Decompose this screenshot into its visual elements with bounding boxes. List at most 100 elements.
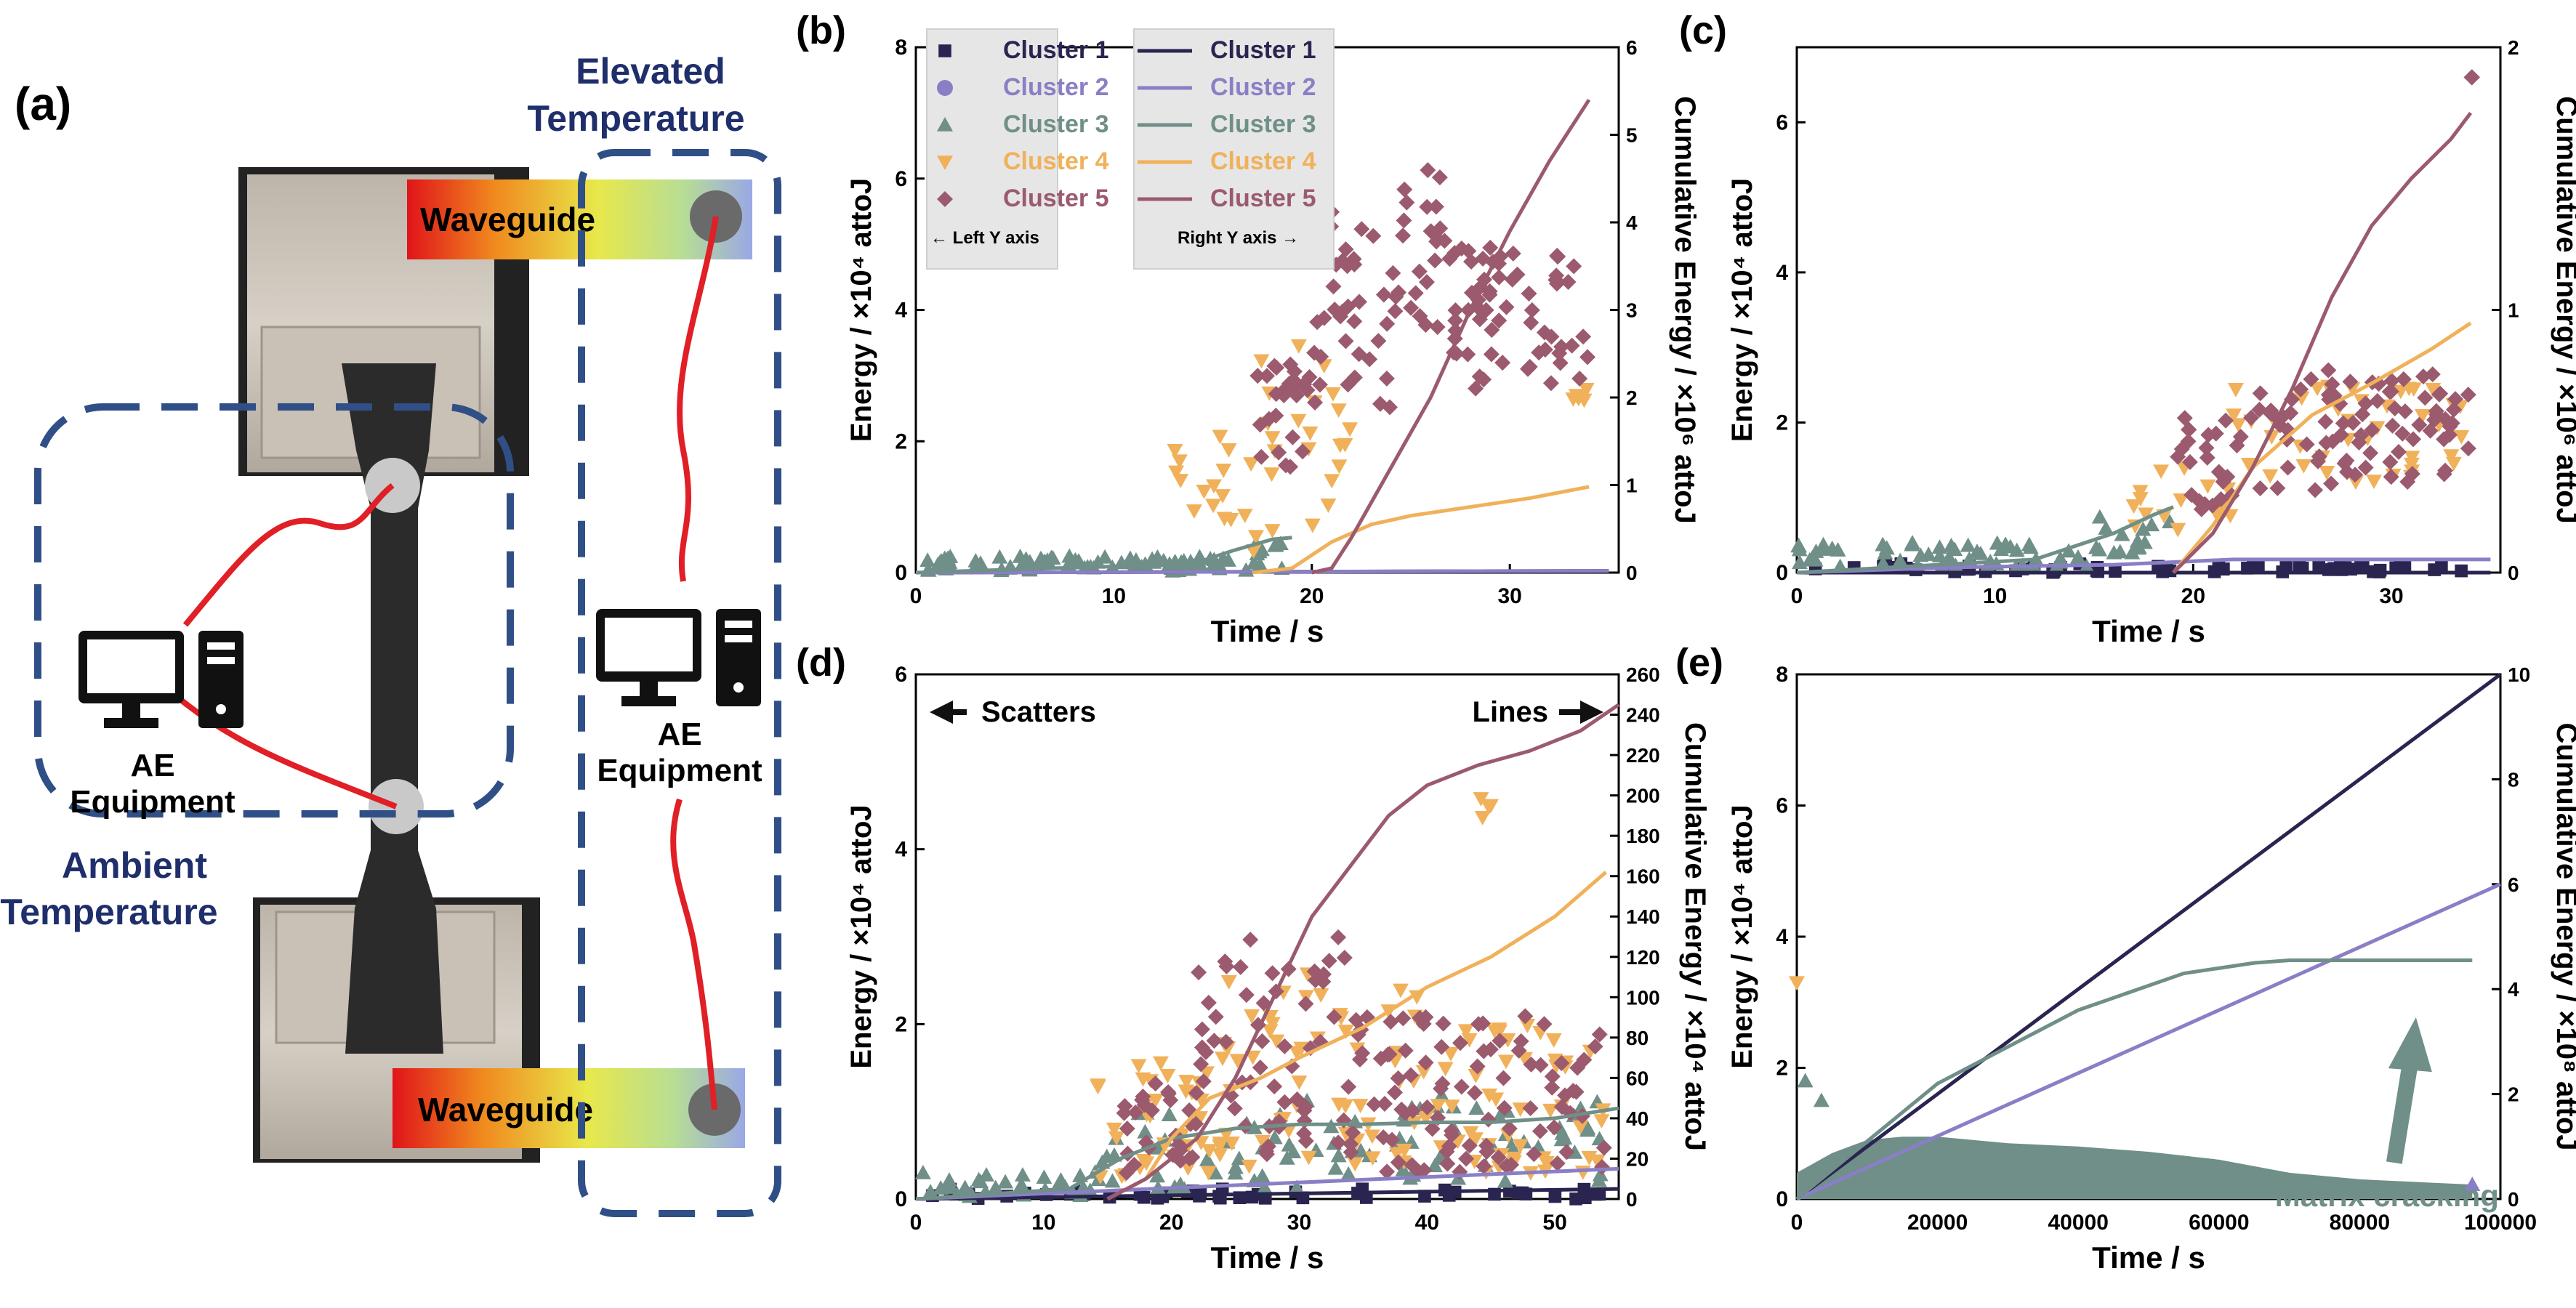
scatter-series-cluster-5 <box>1116 929 1612 1181</box>
scatter-point <box>1494 355 1511 371</box>
scatter-point <box>1432 220 1449 237</box>
scatter-point <box>1147 1075 1164 1092</box>
scatter-point <box>1792 554 1808 570</box>
scatter-point <box>1931 548 1948 562</box>
legend-right-note: Right Y axis → <box>1178 228 1299 248</box>
y-tick-label: 8 <box>895 36 907 60</box>
scatter-point <box>2252 480 2269 496</box>
x-axis-label: Time / s <box>2092 1240 2205 1275</box>
scatter-point <box>1387 303 1404 320</box>
y2-tick-label: 240 <box>1626 704 1660 727</box>
y2-tick-label: 60 <box>1626 1067 1649 1089</box>
scatter-point <box>2319 466 2335 480</box>
scatter-point <box>2295 459 2312 474</box>
scatter-point <box>1548 1190 1562 1203</box>
scatter-point <box>1260 411 1277 427</box>
computer-right-icon <box>596 609 761 706</box>
scatter-point <box>1200 994 1217 1011</box>
scatter-point <box>1337 241 1354 258</box>
y2-tick-label: 260 <box>1626 663 1660 686</box>
scatter-point <box>1315 973 1332 990</box>
scatter-point <box>1346 313 1363 330</box>
scatter-point <box>1398 194 1415 211</box>
scatter-point <box>2345 414 2362 431</box>
scatter-point <box>1149 1168 1166 1183</box>
ae-left-line1: AE <box>130 748 174 783</box>
scatter-point <box>1264 431 1281 446</box>
scatter-point <box>1591 1026 1608 1043</box>
cumulative-line-cluster-1 <box>915 1187 1619 1201</box>
scatter-point <box>2293 381 2309 397</box>
scatter-point <box>1892 552 1909 568</box>
scatter-point <box>1071 553 1087 568</box>
scatter-point <box>1226 1100 1243 1117</box>
scatter-point <box>1284 429 1301 445</box>
scatter-point <box>1571 370 1588 387</box>
panel-d-label: (d) <box>796 641 846 685</box>
scatter-point <box>1134 1091 1151 1108</box>
scatter-point <box>1390 1154 1406 1171</box>
scatter-point <box>2460 440 2476 457</box>
scatter-point <box>1491 312 1508 329</box>
scatter-point <box>1931 539 1948 554</box>
scatter-point <box>1428 198 1444 215</box>
scatter-point <box>1452 1035 1468 1051</box>
scatter-point <box>2369 392 2386 409</box>
scatter-point <box>1457 1024 1474 1039</box>
panel-c-label: (c) <box>1679 9 1727 52</box>
x-tick-label: 40 <box>1415 1211 1439 1235</box>
scatter-point <box>1244 1009 1260 1024</box>
scatter-point <box>2405 431 2422 448</box>
computer-left-icon <box>79 631 243 728</box>
scatter-point <box>1407 285 1424 302</box>
legend-scatter-label: Cluster 1 <box>1003 36 1109 64</box>
y2-tick-label: 2 <box>2508 1083 2519 1106</box>
scatter-point <box>1178 1075 1195 1089</box>
scatter-point <box>2422 422 2439 439</box>
scatter-point <box>2138 507 2154 522</box>
scatter-point <box>1560 273 1577 290</box>
scatter-point <box>1469 1058 1486 1075</box>
legend-line-label: Cluster 2 <box>1210 73 1316 101</box>
scatter-point <box>941 1172 957 1187</box>
scatter-point <box>2310 453 2327 469</box>
scatter-point <box>1458 1150 1475 1167</box>
y-tick-label: 2 <box>895 1012 907 1036</box>
scatter-point <box>1296 1113 1313 1129</box>
scatter-point <box>1236 509 1253 523</box>
scatter-point <box>1354 1045 1371 1062</box>
scatter-point <box>1160 1086 1177 1102</box>
scatter-point <box>2112 544 2128 559</box>
scatter-point <box>1327 1160 1344 1175</box>
cumulative-line-cluster-2 <box>915 1166 1619 1201</box>
scatter-point <box>1521 286 1537 302</box>
scatter-point <box>1268 386 1284 403</box>
y2-tick-label: 0 <box>1626 1188 1638 1211</box>
scatter-point <box>1264 965 1281 982</box>
scatter-point <box>1498 1054 1515 1070</box>
scatter-point <box>1340 1078 1357 1095</box>
x-axis-label: Time / s <box>1211 614 1324 648</box>
scatter-point <box>2052 550 2069 565</box>
scatter-point <box>1491 269 1508 286</box>
scatter-point <box>1877 544 1893 560</box>
scatter-point <box>973 1174 989 1189</box>
scatter-point <box>1531 344 1547 361</box>
scatter-point <box>2309 382 2326 397</box>
scatter-point <box>1215 464 1232 478</box>
scatter-point <box>1544 1068 1561 1085</box>
scatter-point <box>2269 480 2286 496</box>
scatter-point <box>933 553 950 568</box>
scatter-point <box>1097 549 1114 564</box>
scatter-point <box>1324 387 1341 402</box>
scatter-point <box>1215 489 1231 504</box>
scatter-point <box>1468 380 1484 397</box>
scatter-point <box>1505 245 1521 262</box>
scatter-point <box>2293 391 2310 406</box>
x-tick-label: 30 <box>1497 584 1521 608</box>
scatter-point <box>1268 1034 1285 1049</box>
scatter-point <box>1416 1162 1433 1179</box>
waveguide-top-label: Waveguide <box>420 201 595 238</box>
scatter-point <box>1813 1092 1830 1107</box>
scatter-point <box>1090 1078 1106 1093</box>
